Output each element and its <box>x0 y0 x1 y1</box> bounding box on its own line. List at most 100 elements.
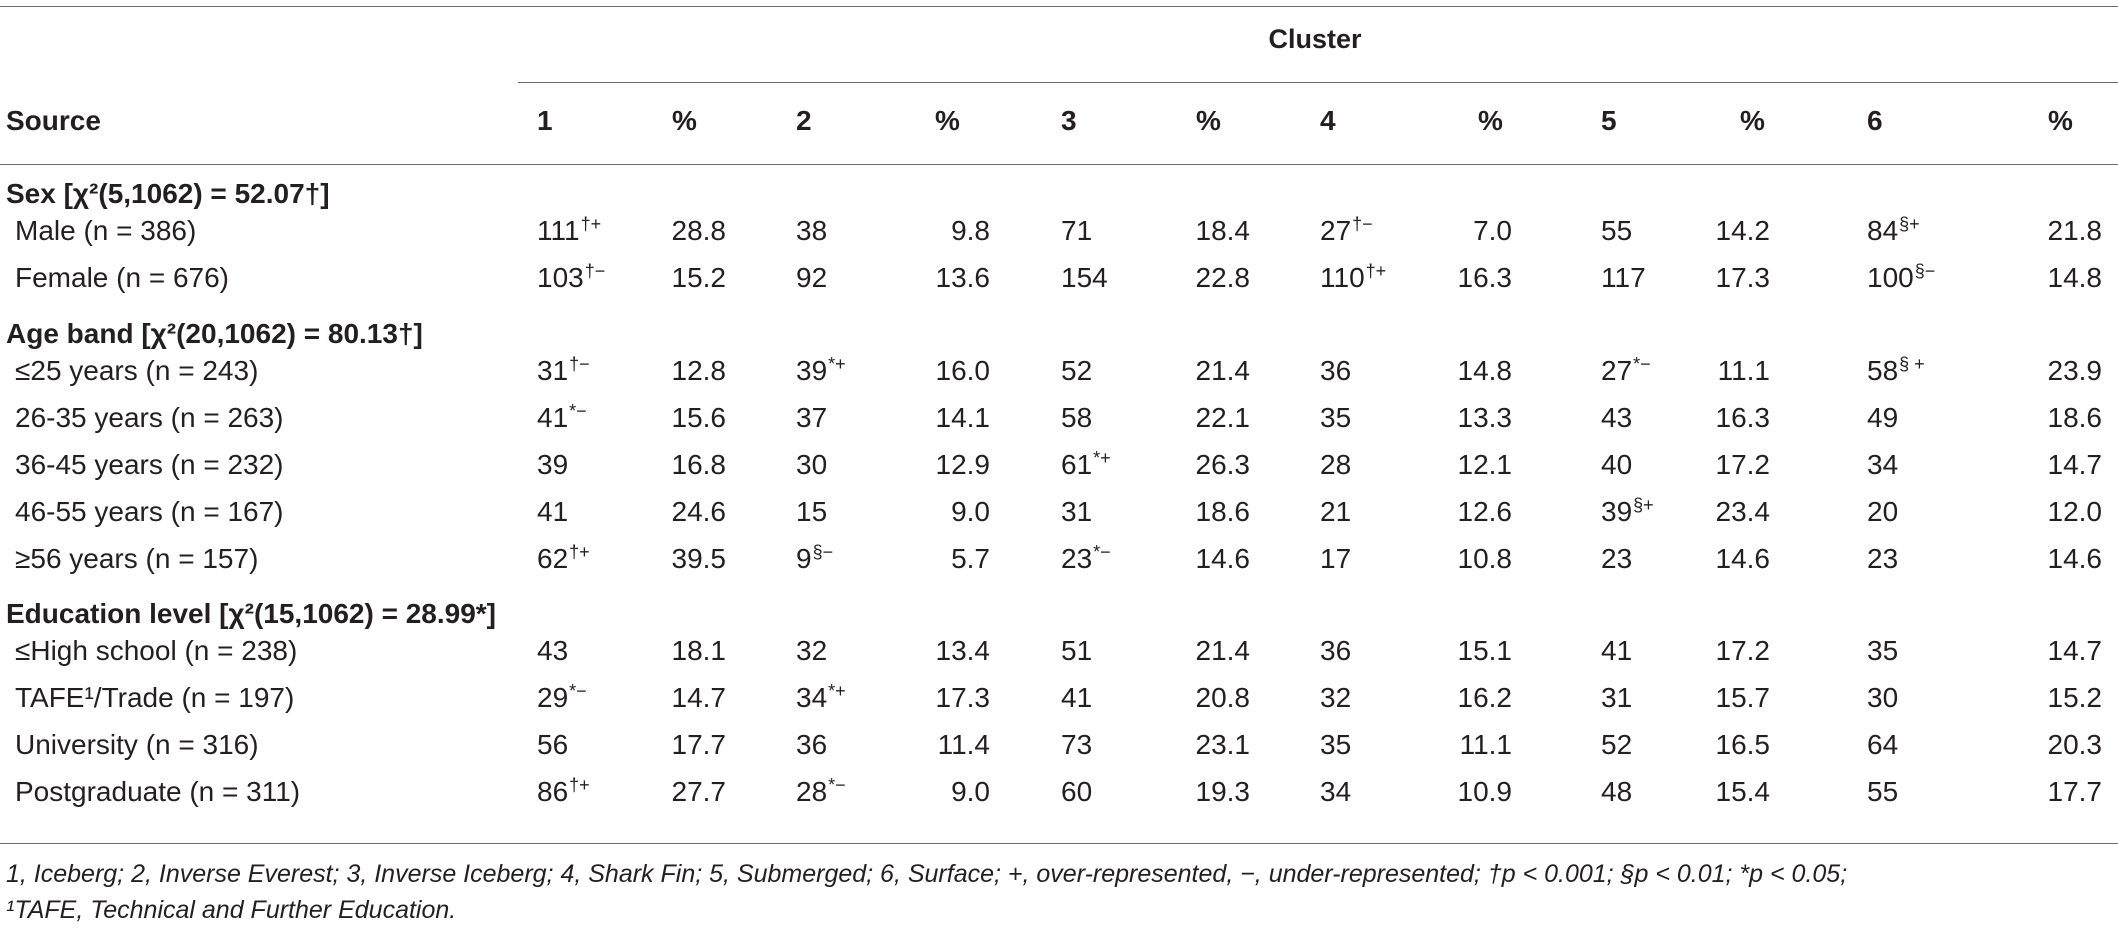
cell-value: 14.7 <box>2047 635 2103 666</box>
table-row: Female (n = 676) 103†− 15.2 92 13.6 154 22.8 11… <box>0 261 2118 302</box>
percentage-cell: 5.7 <box>951 543 990 575</box>
cell-value: 35 <box>1320 402 1352 433</box>
cell-value: 103 <box>537 262 584 293</box>
cell-value: 9.0 <box>951 776 990 807</box>
cell-value: 16.5 <box>1715 729 1771 760</box>
cell-value: 111 <box>537 215 580 246</box>
cell-value: 15.2 <box>2047 682 2103 713</box>
percentage-cell: 16.5 <box>1716 729 1771 761</box>
table-row: Male (n = 386) 111†+ 28.8 38 9.8 71 18.4 27†− 7.… <box>0 214 2118 255</box>
cell-value: 60 <box>1061 776 1093 807</box>
cell-value: 32 <box>796 635 828 666</box>
cell-value: 39 <box>537 449 569 480</box>
significance-marker: †+ <box>569 775 590 795</box>
count-cell: 28 <box>1320 449 1351 481</box>
count-cell: 31†− <box>537 354 590 387</box>
count-cell: 36 <box>1320 355 1351 387</box>
column-header-pct-5: % <box>1740 105 1765 136</box>
cell-value: 39 <box>796 355 828 386</box>
table-top-rule <box>0 6 2118 7</box>
cell-value: 117 <box>1601 262 1646 293</box>
cell-value: 38 <box>796 215 828 246</box>
cell-value: 41 <box>1061 682 1093 713</box>
cell-value: 40 <box>1601 449 1633 480</box>
cell-value: 12.8 <box>671 355 727 386</box>
count-cell: 60 <box>1061 776 1092 808</box>
count-cell: 30 <box>796 449 827 481</box>
percentage-cell: 10.9 <box>1458 776 1513 808</box>
percentage-cell: 9.0 <box>951 496 990 528</box>
cell-value: 17.3 <box>1715 262 1771 293</box>
table-row: 26-35 years (n = 263) 41*− 15.6 37 14.1 58 22.… <box>0 401 2118 442</box>
count-cell: 35 <box>1867 635 1898 667</box>
row-label: 46-55 years (n = 167) <box>15 496 284 527</box>
percentage-cell: 10.8 <box>1458 543 1513 575</box>
count-cell: 52 <box>1061 355 1092 387</box>
significance-marker: §− <box>812 542 834 562</box>
count-cell: 52 <box>1601 729 1632 761</box>
count-cell: 62†+ <box>537 542 590 575</box>
row-label: ≥56 years (n = 157) <box>15 543 259 574</box>
cell-value: 10.8 <box>1457 543 1513 574</box>
cell-value: 16.2 <box>1457 682 1513 713</box>
percentage-cell: 17.3 <box>1716 262 1771 294</box>
cell-value: 21.4 <box>1195 635 1251 666</box>
cell-value: 17 <box>1320 543 1352 574</box>
row-label: ≤25 years (n = 243) <box>15 355 259 386</box>
cell-value: 9.8 <box>951 215 990 246</box>
percentage-cell: 17.7 <box>2048 776 2103 808</box>
cell-value: 11.1 <box>1459 729 1512 760</box>
count-cell: 49 <box>1867 402 1898 434</box>
cell-value: 14.6 <box>2047 543 2103 574</box>
row-label: Postgraduate (n = 311) <box>15 776 301 807</box>
cell-value: 48 <box>1601 776 1633 807</box>
table-row: 46-55 years (n = 167) 41 24.6 15 9.0 31 18.6 21… <box>0 495 2118 536</box>
count-cell: 39*+ <box>796 354 846 387</box>
cell-value: 12.9 <box>935 449 991 480</box>
percentage-cell: 22.8 <box>1196 262 1251 294</box>
cell-value: 71 <box>1061 215 1093 246</box>
percentage-cell: 18.1 <box>672 635 727 667</box>
percentage-cell: 15.1 <box>1458 635 1513 667</box>
cell-value: 14.7 <box>671 682 727 713</box>
cell-value: 15.6 <box>671 402 727 433</box>
count-cell: 103†− <box>537 261 605 294</box>
count-cell: 20 <box>1867 496 1898 528</box>
percentage-cell: 26.3 <box>1196 449 1251 481</box>
count-cell: 39§+ <box>1601 495 1654 528</box>
percentage-cell: 21.8 <box>2048 215 2103 247</box>
count-cell: 35 <box>1320 402 1351 434</box>
row-label: 36-45 years (n = 232) <box>15 449 284 480</box>
significance-marker: *− <box>569 681 587 701</box>
count-cell: 23*− <box>1061 542 1111 575</box>
cell-value: 27 <box>1320 215 1352 246</box>
percentage-cell: 14.8 <box>2048 262 2103 294</box>
cell-value: 36 <box>1320 355 1352 386</box>
cell-value: 43 <box>1601 402 1633 433</box>
significance-marker: §+ <box>1633 495 1654 515</box>
count-cell: 51 <box>1061 635 1092 667</box>
percentage-cell: 20.3 <box>2048 729 2103 761</box>
percentage-cell: 23.9 <box>2048 355 2103 387</box>
cell-value: 31 <box>537 355 569 386</box>
cell-value: 34 <box>1320 776 1352 807</box>
section-header: Sex [χ²(5,1062) = 52.07†] <box>6 178 330 209</box>
column-header-pct-3: % <box>1196 105 1221 136</box>
cell-value: 13.3 <box>1457 402 1513 433</box>
cell-value: 12.6 <box>1457 496 1513 527</box>
cell-value: 30 <box>1867 682 1899 713</box>
count-cell: 56 <box>537 729 568 761</box>
significance-marker: *− <box>1633 354 1651 374</box>
percentage-cell: 14.2 <box>1716 215 1771 247</box>
cell-value: 17.7 <box>671 729 727 760</box>
cell-value: 64 <box>1867 729 1899 760</box>
percentage-cell: 15.4 <box>1716 776 1771 808</box>
count-cell: 64 <box>1867 729 1898 761</box>
cell-value: 34 <box>796 682 828 713</box>
cell-value: 110 <box>1320 262 1365 293</box>
count-cell: 40 <box>1601 449 1632 481</box>
footnote-abbreviations: 1, Iceberg; 2, Inverse Everest; 3, Inver… <box>6 860 1848 888</box>
cell-value: 16.3 <box>1457 262 1513 293</box>
column-header-cluster-5: 5 <box>1601 105 1617 136</box>
cell-value: 61 <box>1061 449 1093 480</box>
